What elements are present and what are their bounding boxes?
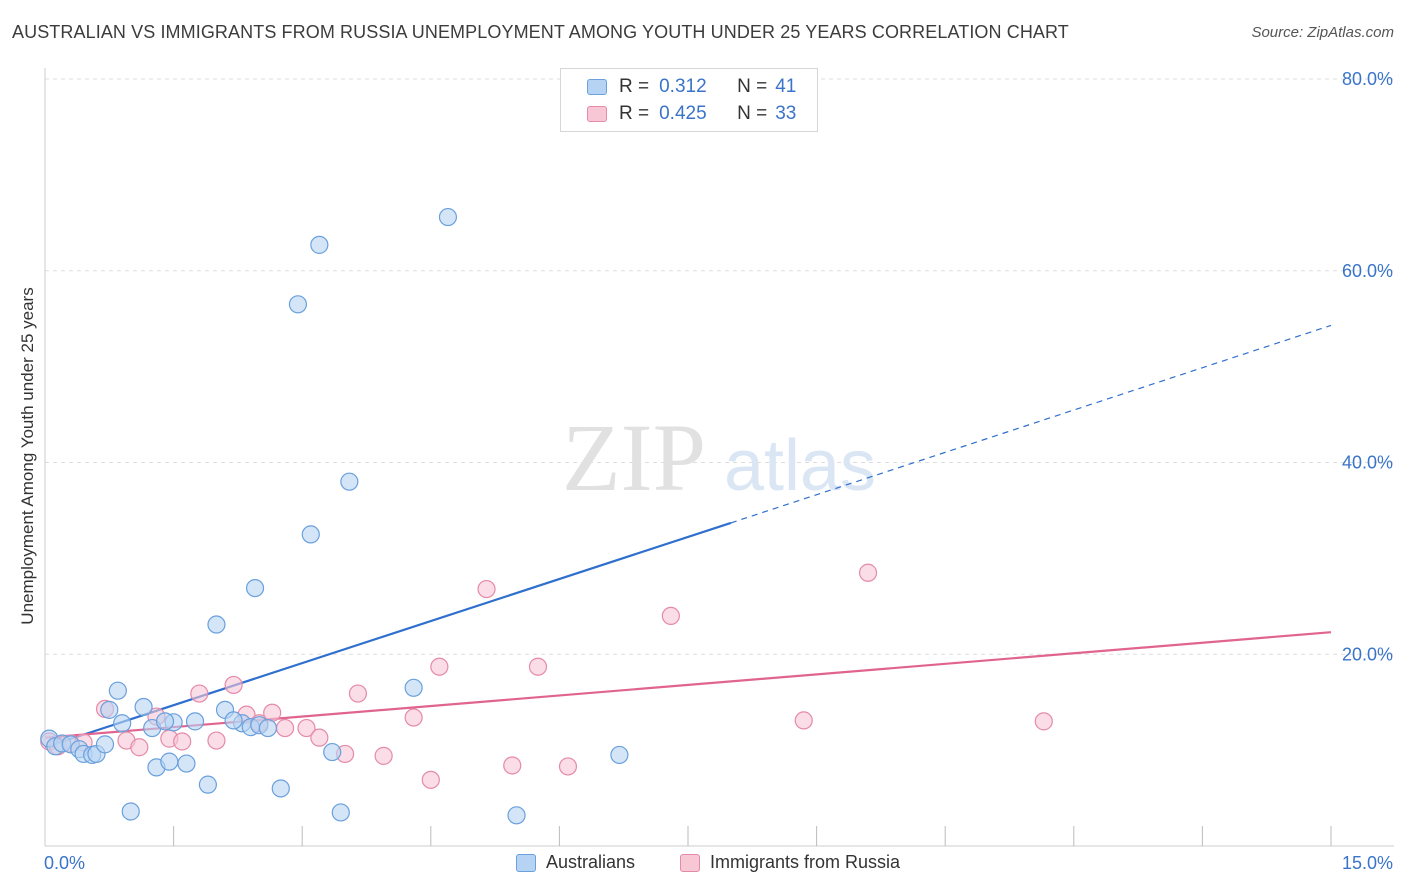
legend-label-australians: Australians [546, 852, 636, 872]
point-russia [477, 579, 496, 599]
point-australians [134, 697, 153, 717]
point-russia [421, 770, 440, 789]
point-russia [404, 708, 423, 727]
point-australians [100, 700, 119, 719]
point-russia [374, 746, 393, 765]
legend-r-value: 0.425 [659, 103, 707, 124]
legend-n-label: N = [737, 103, 768, 124]
legend-n-value: 41 [775, 76, 797, 97]
point-australians [113, 714, 132, 733]
point-russia [503, 756, 522, 775]
point-australians [207, 615, 226, 634]
legend-item-australians[interactable]: Australians [516, 852, 635, 873]
point-russia [558, 757, 578, 776]
point-russia [275, 718, 295, 738]
legend-swatch-pink [587, 106, 607, 122]
point-australians [438, 207, 458, 227]
legend-swatch-blue [516, 853, 536, 872]
x-tick-label: 15.0% [1342, 853, 1393, 873]
y-tick-label: 40.0% [1342, 453, 1393, 473]
point-australians [160, 752, 179, 771]
tick-labels: 20.0% 40.0% 60.0% 80.0% 0.0% 15.0% [44, 69, 1393, 873]
point-australians [310, 235, 329, 254]
point-australians [404, 678, 423, 697]
legend-row-australians: R = 0.312 N = 41 [587, 75, 796, 99]
watermark-atlas: atlas [724, 426, 876, 506]
correlation-legend: R = 0.312 N = 41 R = 0.425 N = 33 [560, 68, 818, 132]
point-australians [301, 525, 320, 544]
point-russia [661, 606, 680, 626]
point-russia [348, 684, 368, 703]
point-australians [224, 711, 243, 730]
point-russia [1034, 712, 1053, 731]
watermark: ZIP atlas [562, 404, 876, 511]
point-australians [323, 742, 342, 762]
point-russia [263, 703, 282, 722]
y-tick-label: 80.0% [1342, 69, 1393, 89]
legend-label-russia: Immigrants from Russia [710, 852, 901, 872]
legend-n-label: N = [737, 76, 768, 97]
point-australians [507, 806, 526, 825]
point-russia [207, 731, 226, 750]
legend-r-label: R = [619, 103, 650, 124]
source-label: Source: ZipAtlas.com [1251, 24, 1394, 41]
legend-row-russia: R = 0.425 N = 33 [587, 102, 796, 126]
point-russia [130, 738, 149, 757]
axes-layer [44, 68, 1394, 847]
point-russia [190, 684, 209, 703]
point-australians [121, 802, 140, 821]
point-russia [528, 657, 548, 676]
point-russia [173, 732, 192, 751]
legend-item-russia[interactable]: Immigrants from Russia [680, 852, 900, 873]
legend-r-label: R = [619, 76, 650, 97]
point-australians [258, 718, 278, 738]
legend-n-value: 33 [775, 103, 797, 124]
point-australians [198, 775, 217, 794]
point-russia [310, 728, 329, 747]
point-australians [245, 578, 265, 598]
point-australians [331, 803, 350, 822]
point-australians [95, 735, 115, 754]
point-australians [340, 472, 359, 491]
legend-swatch-blue [587, 79, 607, 95]
x-tick-label: 0.0% [44, 853, 85, 873]
point-australians [108, 681, 127, 700]
y-axis-label: Unemployment Among Youth under 25 years [18, 287, 37, 625]
chart-title: AUSTRALIAN VS IMMIGRANTS FROM RUSSIA UNE… [12, 22, 1069, 42]
point-australians [271, 779, 290, 798]
point-russia [794, 711, 813, 730]
point-australians [610, 745, 629, 765]
point-russia [297, 718, 316, 738]
data-points [40, 207, 1053, 825]
point-australians [288, 295, 308, 314]
legend-swatch-pink [680, 853, 700, 872]
watermark-zip: ZIP [562, 404, 706, 511]
point-australians [177, 754, 196, 773]
point-australians [185, 712, 205, 731]
point-russia [858, 563, 878, 582]
grid-layer [45, 78, 1394, 655]
point-russia [224, 675, 243, 695]
point-australians [155, 712, 175, 731]
y-tick-label: 20.0% [1342, 644, 1393, 664]
y-tick-label: 60.0% [1342, 261, 1393, 281]
legend-r-value: 0.312 [659, 76, 707, 97]
series-legend: Australians Immigrants from Russia [0, 852, 1406, 878]
point-russia [430, 657, 449, 676]
